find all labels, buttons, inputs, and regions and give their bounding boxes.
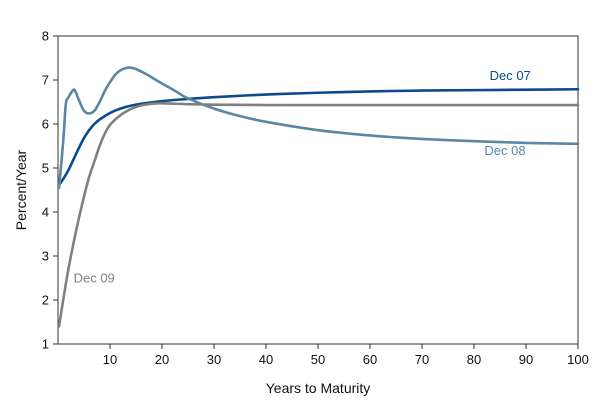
y-tick-label: 6 <box>42 117 49 132</box>
series-line-dec-09 <box>57 102 580 328</box>
x-tick-label: 40 <box>259 352 273 367</box>
series-label-dec-09: Dec 09 <box>74 270 115 285</box>
series-layer <box>57 66 580 328</box>
y-tick-label: 2 <box>42 293 49 308</box>
y-tick-label: 5 <box>42 161 49 176</box>
series-line-dec-07 <box>57 87 580 187</box>
x-tick-label: 80 <box>467 352 481 367</box>
x-axis-title: Years to Maturity <box>266 380 371 396</box>
x-tick-label: 50 <box>311 352 325 367</box>
y-tick-label: 8 <box>42 29 49 44</box>
series-label-dec-07: Dec 07 <box>490 68 531 83</box>
x-tick-label: 20 <box>155 352 169 367</box>
x-tick-label: 70 <box>415 352 429 367</box>
y-axis-ticks: 1 2 3 4 5 6 7 8 <box>42 29 58 352</box>
y-tick-label: 7 <box>42 73 49 88</box>
y-tick-label: 1 <box>42 337 49 352</box>
y-tick-label: 4 <box>42 205 49 220</box>
series-line-dec-08 <box>57 66 580 190</box>
x-tick-label: 10 <box>103 352 117 367</box>
series-labels: Dec 07 Dec 08 Dec 09 <box>74 68 531 285</box>
y-tick-label: 3 <box>42 249 49 264</box>
x-tick-label: 60 <box>363 352 377 367</box>
series-label-dec-08: Dec 08 <box>484 143 525 158</box>
x-tick-label: 100 <box>567 352 589 367</box>
x-tick-label: 30 <box>207 352 221 367</box>
x-tick-label: 90 <box>519 352 533 367</box>
y-axis-title: Percent/Year <box>13 149 29 230</box>
x-axis-ticks: 10 20 30 40 50 60 70 80 90 100 <box>103 344 589 367</box>
